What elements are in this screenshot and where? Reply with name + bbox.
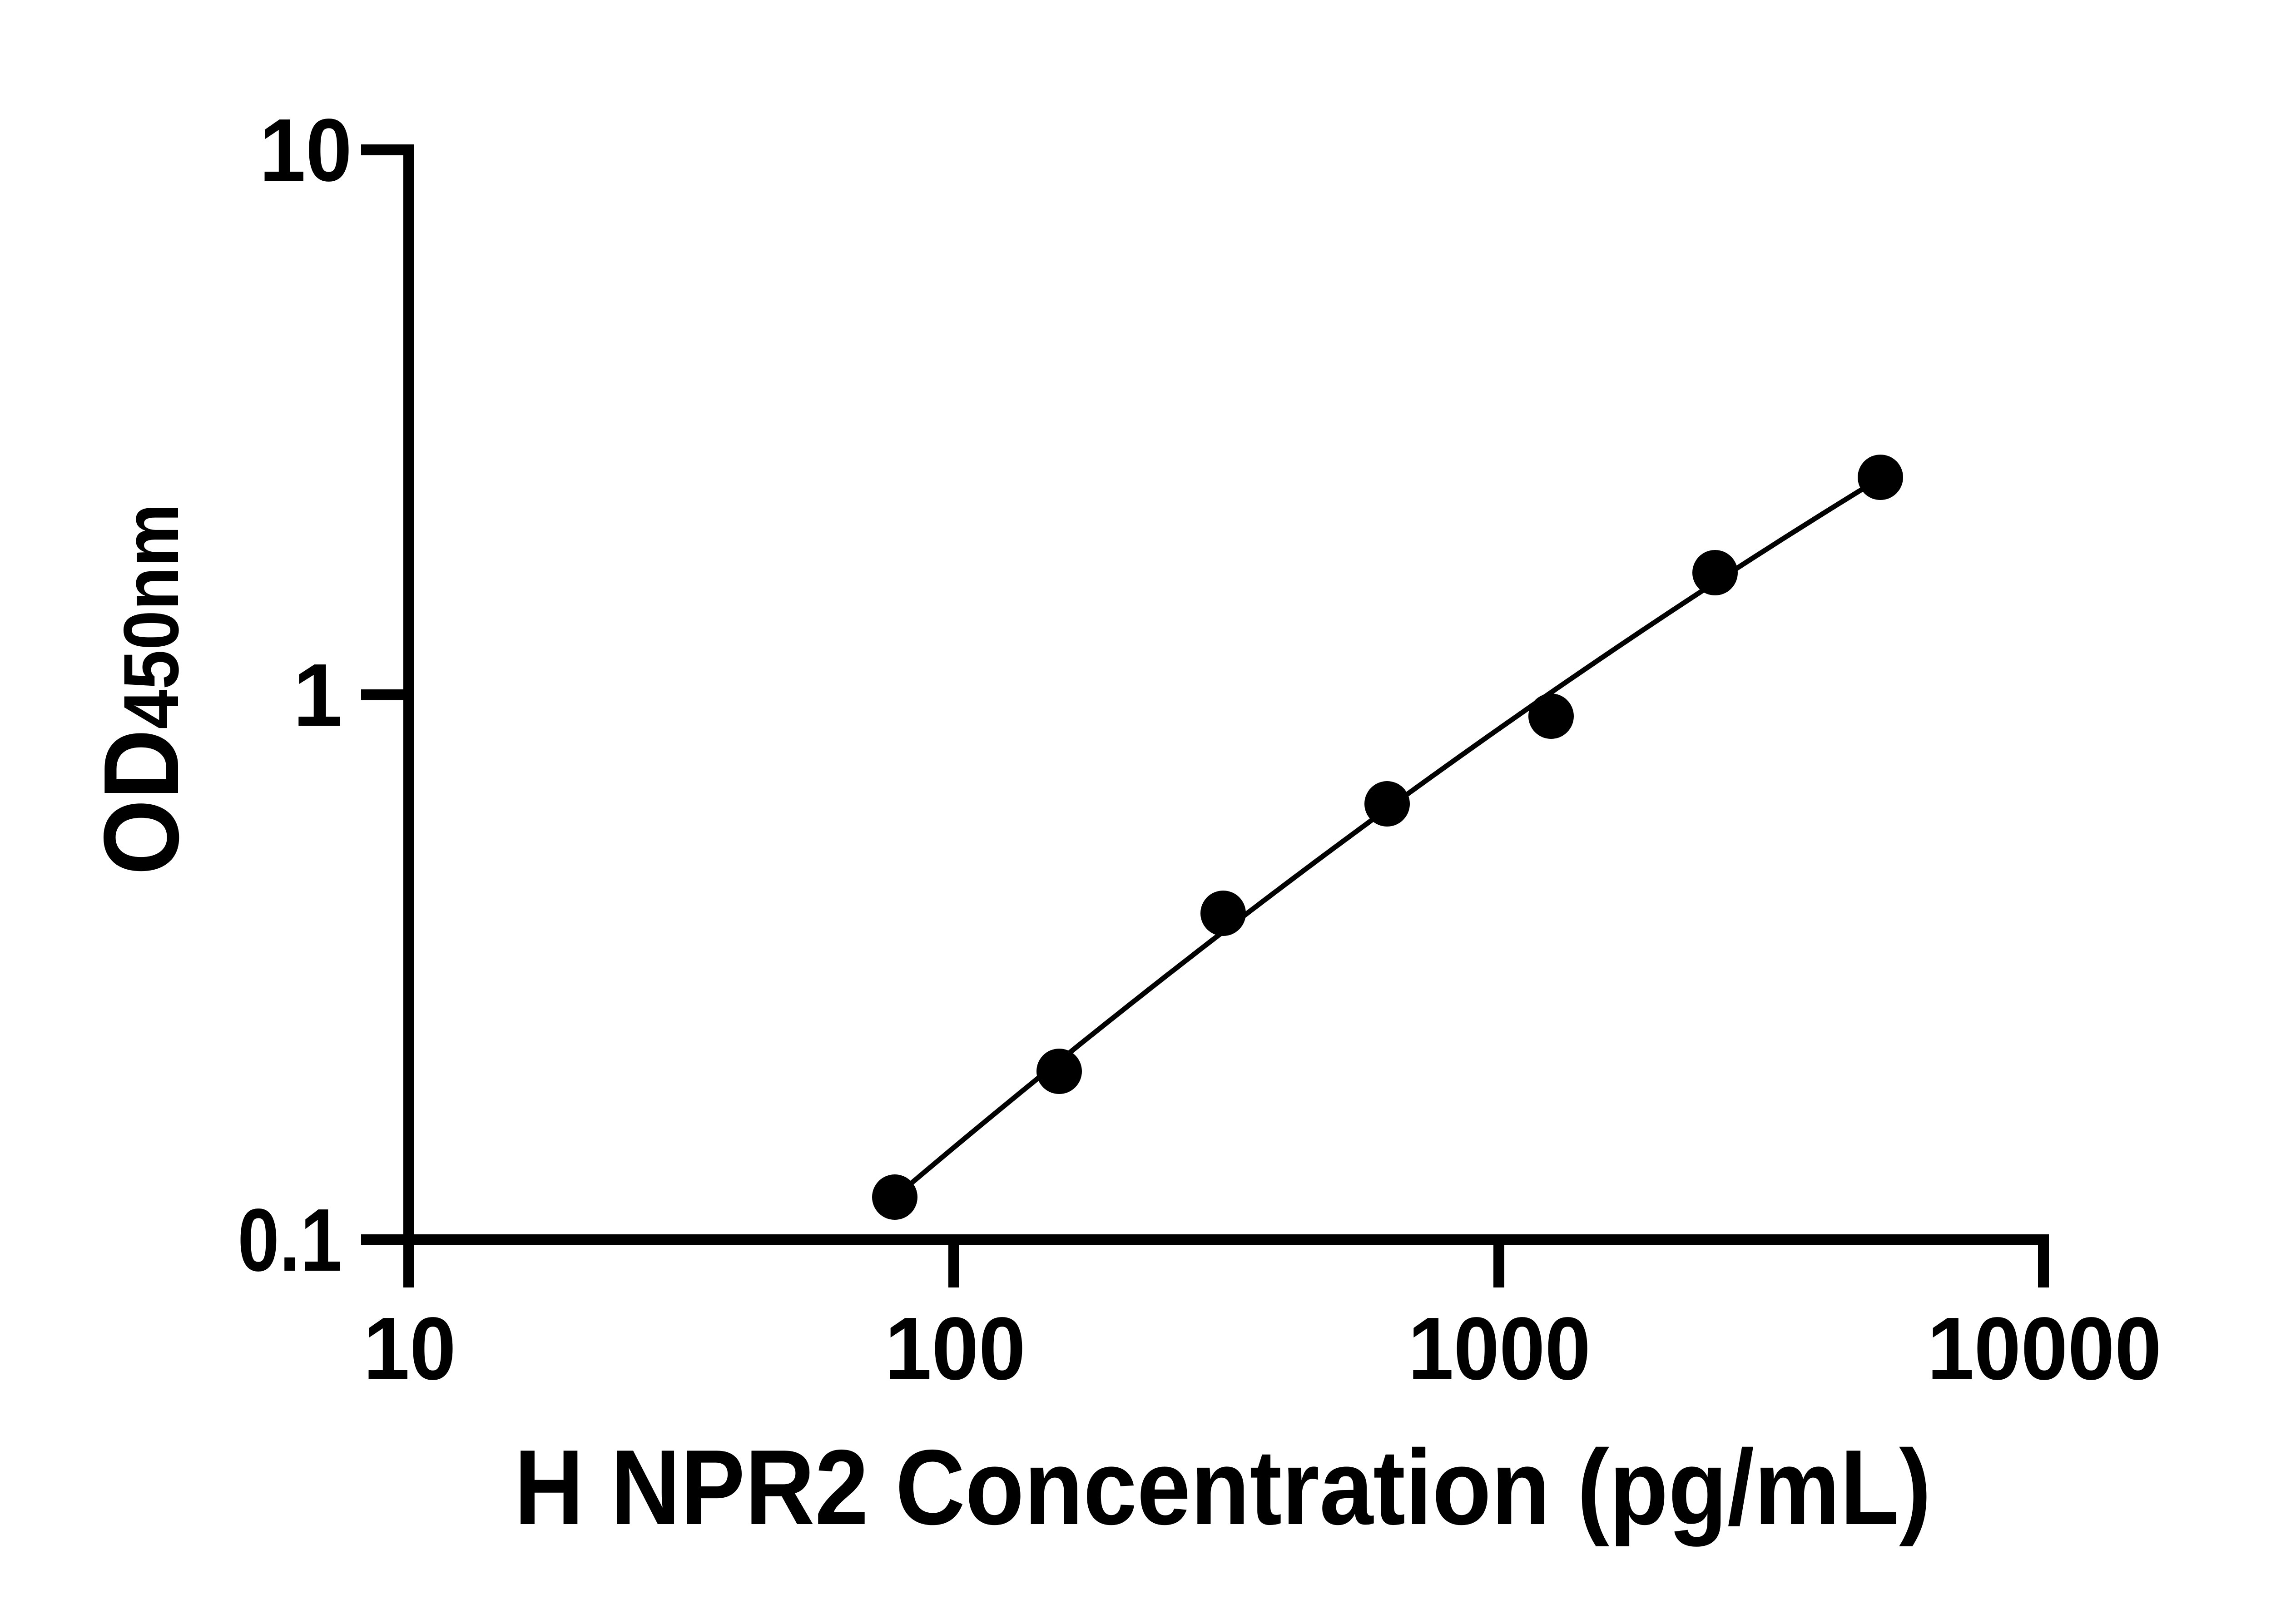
svg-text:10: 10 [363,1299,456,1398]
svg-text:10000: 10000 [1927,1299,2162,1398]
svg-text:OD450nm: OD450nm [81,504,201,875]
svg-text:0.1: 0.1 [238,1190,342,1290]
svg-text:1000: 1000 [1408,1299,1591,1398]
svg-text:H NPR2 Concentration (pg/mL): H NPR2 Concentration (pg/mL) [514,1427,1931,1547]
svg-text:1: 1 [293,645,342,745]
svg-text:100: 100 [885,1299,1026,1398]
svg-text:10: 10 [259,100,352,200]
